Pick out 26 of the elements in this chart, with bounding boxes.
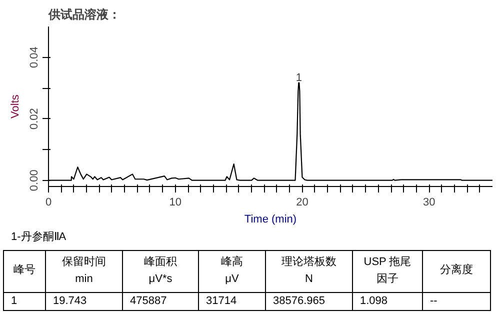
text: 19.743 xyxy=(46,292,122,311)
text: 475887 xyxy=(122,292,198,311)
y-axis-title: Volts xyxy=(10,94,22,118)
y-tick-label: 0.04 xyxy=(28,46,40,68)
text: 峰号 xyxy=(4,250,46,292)
text: 理论塔板数 N xyxy=(266,250,352,292)
x-tick-label: 20 xyxy=(296,196,308,208)
text: USP 拖尾因子 xyxy=(352,250,422,292)
text: 38576.965 xyxy=(266,292,352,311)
y-tick-label: 0.02 xyxy=(28,108,40,130)
text: -- xyxy=(422,292,490,311)
annotation: 1 xyxy=(296,72,302,84)
chart-title: 供试品溶液： xyxy=(48,8,120,22)
text: 1.098 xyxy=(352,292,422,311)
text: 1-丹参酮ⅡA xyxy=(10,230,68,245)
x-axis-title: Time (min) xyxy=(244,214,297,226)
x-tick-label: 10 xyxy=(169,196,182,208)
text: 峰高 μV xyxy=(198,250,266,292)
text: 保留时间 min xyxy=(46,250,122,292)
text: 1 xyxy=(4,292,46,311)
text: 31714 xyxy=(198,292,266,311)
text: 峰面积 μV*s xyxy=(122,250,198,292)
x-tick-label: 0 xyxy=(45,196,52,208)
text: 分离度 xyxy=(422,250,490,292)
y-tick-label: 0.00 xyxy=(28,170,40,192)
x-tick-label: 30 xyxy=(422,196,436,208)
